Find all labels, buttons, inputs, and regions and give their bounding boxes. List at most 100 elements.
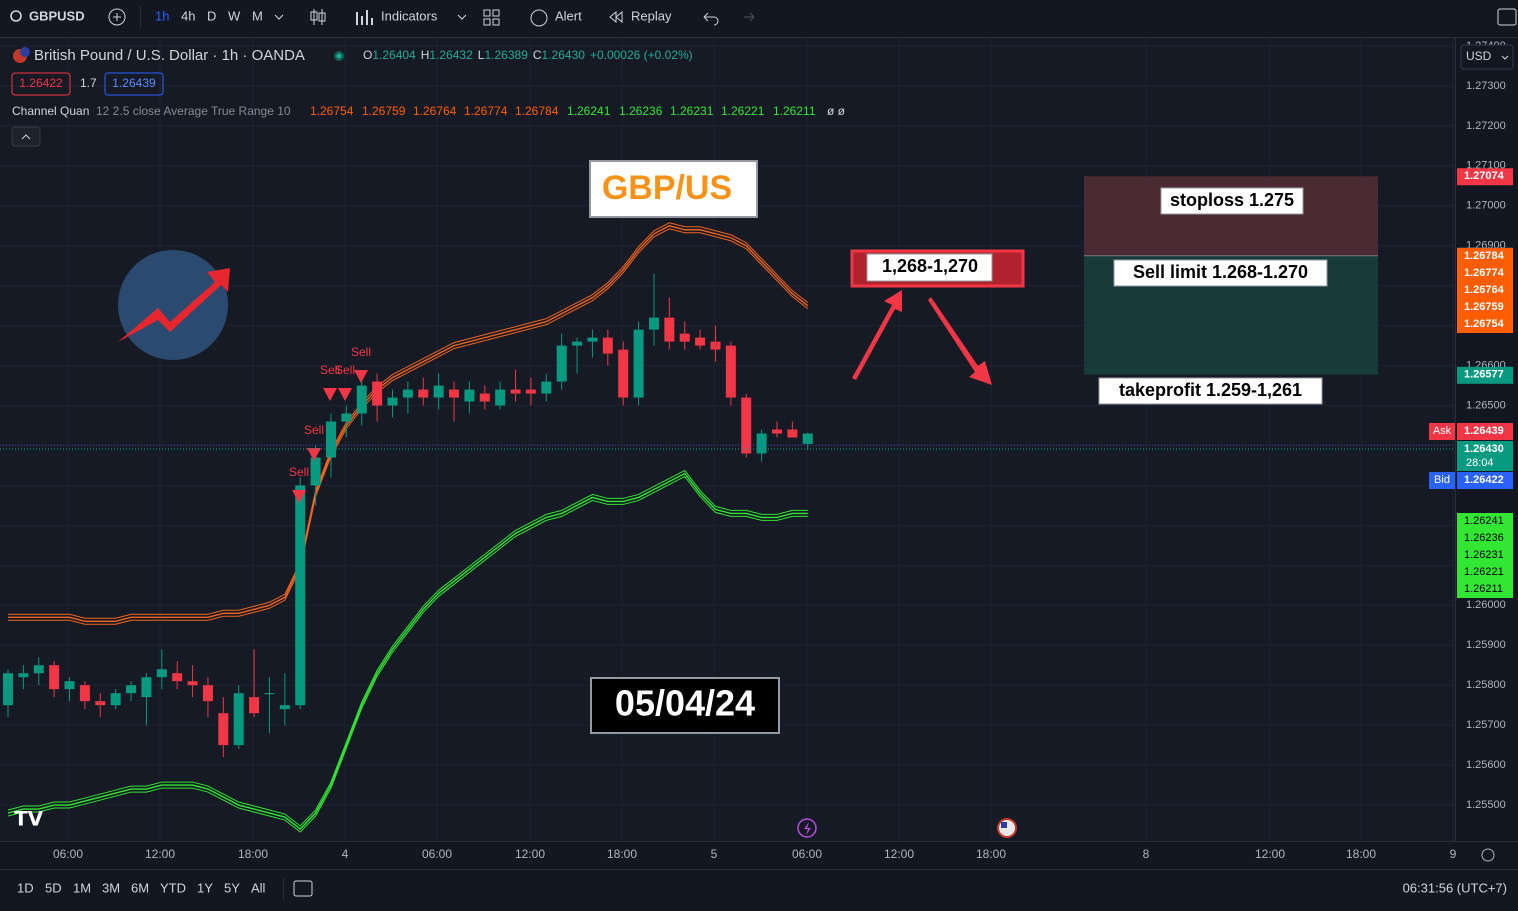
annotation[interactable]: 1,268-1,270 bbox=[882, 256, 978, 276]
indicator-value: 1.26236 bbox=[619, 104, 663, 118]
indicators-button[interactable]: Indicators bbox=[381, 8, 438, 23]
chevron[interactable] bbox=[457, 14, 467, 20]
y-tick-label: 1.26000 bbox=[1466, 599, 1506, 611]
range-button[interactable]: All bbox=[251, 880, 266, 895]
replay-icon[interactable] bbox=[609, 10, 623, 24]
x-tick-label: 06:00 bbox=[53, 847, 83, 861]
replay-button[interactable]: Replay bbox=[631, 8, 672, 23]
indicator-name: Channel Quan bbox=[12, 104, 89, 118]
alert-button[interactable]: Alert bbox=[555, 8, 582, 23]
price-label bbox=[1457, 248, 1513, 265]
signal-marker bbox=[323, 388, 337, 401]
price-label bbox=[1457, 547, 1513, 564]
price-label-text: 1.26577 bbox=[1464, 369, 1504, 381]
signal-marker bbox=[354, 370, 368, 383]
channel-line bbox=[8, 225, 809, 622]
candle-body bbox=[664, 317, 675, 342]
signal-label: Sell bbox=[289, 465, 309, 479]
annotation[interactable]: GBP/US bbox=[602, 169, 732, 207]
interval[interactable]: D bbox=[207, 8, 216, 23]
alert-icon[interactable] bbox=[530, 9, 548, 27]
channel-line bbox=[7, 475, 808, 833]
y-tick-label: 1.27200 bbox=[1466, 120, 1506, 132]
range-button[interactable]: 1Y bbox=[197, 880, 213, 895]
x-tick-label: 12:00 bbox=[884, 847, 914, 861]
chevron[interactable] bbox=[274, 14, 284, 20]
bid-box[interactable] bbox=[11, 72, 71, 96]
ohlc-change: +0.00026 (+0.02%) bbox=[590, 48, 693, 62]
ask-box[interactable] bbox=[104, 72, 164, 96]
range-button[interactable]: 3M bbox=[102, 880, 120, 895]
candle-body bbox=[64, 681, 75, 690]
ohlc: O1.26404 H1.26432 L1.26389 C1.26430 +0.00026… bbox=[363, 48, 693, 62]
annotation-box[interactable] bbox=[590, 677, 780, 734]
price-labels: 1.270741.268751.267841.267741.267641.267… bbox=[0, 168, 1513, 598]
y-tick-label: 1.27300 bbox=[1466, 80, 1506, 92]
symbol[interactable]: GBPUSD bbox=[29, 8, 85, 23]
candle-body bbox=[295, 485, 306, 706]
indicator-value: 1.26759 bbox=[362, 104, 406, 118]
annotation-box[interactable] bbox=[1160, 187, 1304, 215]
time-axis: 06:00 12:00 18:00 4 06:00 12:00 18:00 5 06:00 12:… bbox=[53, 847, 1457, 861]
annotation-box[interactable] bbox=[1113, 259, 1328, 287]
annotation[interactable]: 05/04/24 bbox=[615, 683, 755, 724]
y-tick-label: 1.25600 bbox=[1466, 759, 1506, 771]
spread: 1.7 bbox=[80, 76, 97, 90]
interval[interactable]: W bbox=[228, 8, 241, 23]
chart-type-icon bbox=[310, 11, 318, 21]
annotation[interactable]: stoploss 1.275 bbox=[1170, 190, 1294, 210]
event-icon bbox=[804, 822, 811, 835]
annotation[interactable]: Sell limit 1.268-1.270 bbox=[1133, 262, 1308, 282]
date-range-icon[interactable] bbox=[293, 880, 313, 897]
chevron bbox=[1501, 55, 1509, 60]
candle-body bbox=[418, 389, 429, 398]
x-tick-label: 4 bbox=[342, 847, 349, 861]
annotation-box[interactable] bbox=[589, 160, 758, 218]
panel-toggle[interactable] bbox=[1497, 8, 1517, 26]
chart-title: British Pound / U.S. Dollar · 1h · OANDA bbox=[34, 47, 305, 64]
event-icon[interactable] bbox=[797, 818, 817, 838]
price-label-text: 1.26764 bbox=[1464, 284, 1505, 296]
range-button[interactable]: 1M bbox=[73, 880, 91, 895]
annotation-box[interactable] bbox=[1098, 377, 1323, 405]
settings-icon[interactable] bbox=[1481, 848, 1495, 862]
y-tick-label: 1.27000 bbox=[1466, 200, 1506, 212]
signal-label: Sell bbox=[304, 423, 324, 437]
status-dot bbox=[336, 53, 342, 59]
annotation[interactable]: takeprofit 1.259-1,261 bbox=[1119, 380, 1302, 400]
range-button[interactable]: 6M bbox=[131, 880, 149, 895]
interval[interactable]: 4h bbox=[181, 8, 195, 23]
interval[interactable]: M bbox=[252, 8, 263, 23]
price-label bbox=[1457, 530, 1513, 547]
add-symbol[interactable] bbox=[108, 8, 126, 26]
range-button[interactable]: YTD bbox=[160, 880, 186, 895]
redo[interactable] bbox=[744, 12, 755, 22]
ohlc-value: 1.26389 bbox=[484, 48, 528, 62]
position-labels: stoploss 1.275 Sell limit 1.268-1.270 take… bbox=[1098, 187, 1328, 405]
indicator-values: 1.26754 1.26759 1.26764 1.26774 1.26784 1.262… bbox=[310, 104, 816, 118]
collapse-button[interactable] bbox=[11, 126, 41, 147]
candle-body bbox=[618, 349, 629, 398]
range-button[interactable]: 5Y bbox=[224, 880, 240, 895]
add-icon bbox=[113, 13, 121, 21]
layouts-icon[interactable] bbox=[483, 9, 500, 26]
price-label-text: 1.26236 bbox=[1464, 532, 1504, 544]
interval[interactable]: 1h bbox=[155, 8, 169, 23]
range-button[interactable]: 5D bbox=[45, 880, 62, 895]
currency-select[interactable] bbox=[1460, 44, 1514, 70]
candle-body bbox=[18, 673, 29, 678]
annotation-box[interactable] bbox=[866, 253, 993, 282]
arrow[interactable] bbox=[928, 297, 992, 385]
candle-body bbox=[556, 345, 567, 382]
x-tick-label: 18:00 bbox=[238, 847, 268, 861]
channel-line bbox=[8, 222, 809, 619]
search-icon[interactable] bbox=[10, 10, 22, 22]
ask-tag bbox=[1429, 423, 1455, 440]
indicators-icon[interactable] bbox=[356, 10, 373, 25]
arrow[interactable] bbox=[852, 290, 902, 380]
indicator-tail: ø ø bbox=[827, 104, 846, 118]
range-button[interactable]: 1D bbox=[17, 880, 34, 895]
indicator-value: 1.26784 bbox=[515, 104, 559, 118]
undo[interactable] bbox=[703, 12, 719, 26]
signal-label: Sell bbox=[335, 363, 355, 377]
